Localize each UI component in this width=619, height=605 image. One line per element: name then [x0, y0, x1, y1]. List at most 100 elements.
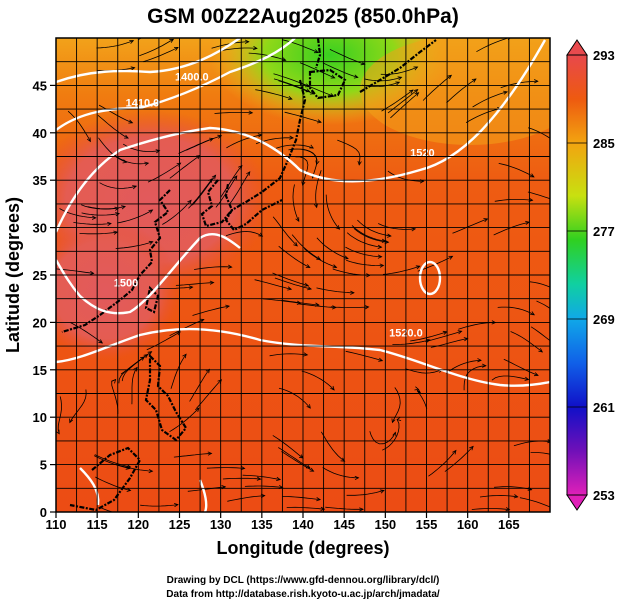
orange-band: [360, 38, 550, 145]
streamline-arrowhead: [353, 74, 359, 79]
streamline: [196, 379, 222, 409]
streamline: [269, 353, 308, 357]
streamline: [115, 241, 153, 249]
height-contours: [56, 38, 550, 512]
streamline-arrowhead: [293, 242, 298, 247]
streamline: [382, 265, 420, 275]
streamline: [346, 490, 385, 496]
streamline-arrowhead: [330, 74, 336, 79]
streamline: [322, 62, 358, 78]
streamline-arrowhead: [246, 171, 251, 176]
streamline: [476, 38, 510, 53]
streamline: [382, 419, 400, 451]
streamline-arrowhead: [148, 240, 154, 245]
y-tick-label: 15: [33, 363, 47, 378]
colorbar-label: 277: [593, 224, 615, 239]
y-tick-label: 35: [33, 173, 47, 188]
streamline: [463, 365, 486, 391]
streamline: [291, 234, 321, 260]
streamline: [225, 231, 263, 237]
streamline: [81, 204, 119, 210]
streamline: [381, 89, 414, 112]
streamline-arrowhead: [471, 78, 477, 83]
streamline-arrowhead: [379, 263, 385, 268]
streamline-arrowhead: [513, 494, 519, 499]
streamline-arrowhead: [364, 305, 370, 310]
streamline: [422, 74, 452, 101]
streamline-arrowhead: [295, 217, 300, 223]
streamline: [94, 454, 131, 468]
contour-1520: [56, 327, 550, 387]
streamline: [263, 298, 301, 304]
streamline: [98, 137, 127, 163]
colorbar-label: 253: [593, 488, 615, 503]
streamline-arrowhead: [233, 175, 238, 180]
x-tick-label: 160: [457, 517, 479, 532]
streamline-arrowhead: [252, 45, 258, 51]
streamline-arrowhead: [173, 46, 179, 51]
streamline-arrowhead: [122, 159, 128, 164]
streamline: [345, 350, 383, 362]
streamline: [527, 127, 550, 139]
streamline: [503, 358, 539, 376]
streamline: [325, 194, 340, 230]
colorbar-scale: [566, 54, 588, 496]
streamline-arrowhead: [188, 285, 194, 290]
streamline-arrowhead: [397, 76, 403, 81]
streamline: [316, 237, 349, 259]
streamline: [510, 331, 543, 353]
streamline: [98, 104, 133, 124]
streamline: [405, 368, 443, 374]
streamline: [364, 76, 402, 82]
streamline: [320, 431, 345, 462]
streamline: [175, 282, 214, 286]
streamline-arrowhead: [307, 286, 313, 291]
colorbar-label: 269: [593, 312, 615, 327]
x-tick-label: 125: [169, 517, 191, 532]
streamline-arrowhead: [309, 467, 315, 472]
streamline: [146, 331, 181, 351]
streamline-arrowhead: [387, 233, 392, 238]
streamline: [226, 134, 262, 149]
streamline: [471, 508, 510, 511]
colorbar-top-triangle: [566, 39, 588, 56]
streamline: [337, 139, 361, 165]
streamline: [345, 246, 382, 258]
streamline-arrowhead: [155, 149, 161, 154]
colorbar: 293 285 277 269 261 253: [566, 39, 615, 511]
streamline: [97, 114, 129, 139]
streamline-arrowhead: [359, 507, 364, 512]
streamline-arrowhead: [477, 358, 482, 363]
streamline-arrowhead: [395, 81, 401, 86]
streamline-arrowhead: [315, 160, 320, 166]
streamline: [227, 495, 265, 502]
streamline: [95, 476, 131, 491]
streamline: [330, 306, 369, 308]
streamline: [272, 435, 304, 459]
streamline-arrowhead: [384, 239, 390, 245]
streamline-arrowhead: [452, 449, 457, 455]
streamline: [244, 485, 283, 488]
coast-japan: [224, 79, 307, 232]
streamline-arrowhead: [320, 506, 326, 511]
streamline: [189, 369, 210, 402]
contour-1500-south: [56, 233, 241, 315]
wind-streamlines: [56, 38, 565, 512]
streamline: [154, 286, 193, 289]
streamline: [57, 396, 62, 434]
streamline: [274, 277, 312, 290]
y-tick-label: 20: [33, 315, 47, 330]
streamline-arrowhead: [129, 40, 135, 44]
streamline-arrowhead: [557, 143, 561, 147]
streamline: [295, 156, 309, 186]
streamline-arrowhead: [377, 254, 383, 259]
streamline: [178, 138, 214, 154]
contour-label: 1520: [410, 148, 434, 160]
streamline: [67, 110, 91, 142]
streamline-arrowhead: [281, 57, 287, 62]
streamline-arrowhead: [248, 110, 254, 115]
streamline: [351, 225, 386, 242]
streamline-arrowhead: [379, 489, 385, 494]
streamline-arrowhead: [128, 119, 134, 124]
streamline-arrowhead: [561, 292, 565, 295]
